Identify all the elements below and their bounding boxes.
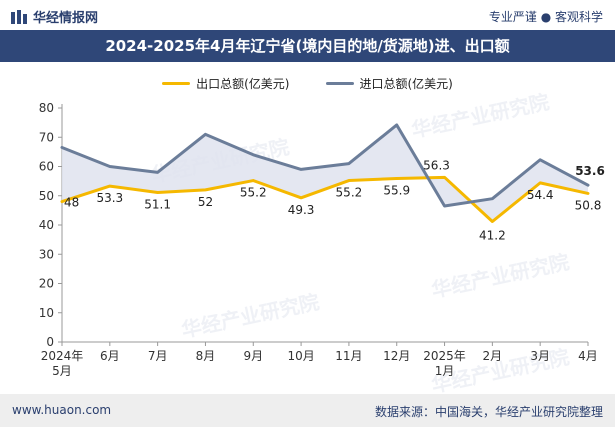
x-tick-label: 2025年 [423, 349, 466, 363]
footer-source: 数据来源：中国海关，华经产业研究院整理 [374, 405, 603, 419]
legend-swatch-export [162, 81, 191, 85]
export-data-label: 55.2 [240, 186, 267, 200]
title-bar: 2024-2025年4月年辽宁省(境内目的地/货源地)进、出口额 [0, 30, 615, 62]
import-series-line [60, 123, 590, 208]
y-tick-label: 0 [46, 335, 54, 349]
x-tick-label: 1月 [435, 364, 455, 378]
legend-swatch-import [325, 81, 354, 85]
x-tick-label: 10月 [287, 349, 314, 363]
import-data-label: 53.6 [575, 164, 605, 178]
x-tick-label: 8月 [196, 349, 216, 363]
export-data-label: 55.2 [336, 186, 363, 200]
y-tick-label: 30 [39, 247, 54, 261]
x-tick-label: 4月 [578, 349, 598, 363]
top-bar: 华经情报网 专业严谨 ● 客观科学 [0, 0, 615, 30]
chart-legend: 出口总额(亿美元) 进口总额(亿美元) [0, 74, 615, 92]
y-tick-label: 70 [39, 130, 54, 144]
slogan: 专业严谨 ● 客观科学 [488, 10, 603, 24]
x-tick-label: 6月 [100, 349, 120, 363]
export-series-line [60, 175, 590, 223]
x-tick-label: 2月 [483, 349, 503, 363]
legend-item-export: 出口总额(亿美元) [162, 75, 290, 92]
x-tick-label: 12月 [383, 349, 410, 363]
footer: www.huaon.com 数据来源：中国海关，华经产业研究院整理 [0, 394, 615, 427]
y-tick-label: 80 [39, 101, 54, 115]
export-data-label: 53.3 [96, 191, 123, 205]
y-tick-label: 60 [39, 160, 54, 174]
y-tick-label: 20 [39, 277, 54, 291]
x-tick-label: 2024年 [41, 349, 84, 363]
y-tick-label: 50 [39, 189, 54, 203]
footer-website: www.huaon.com [12, 403, 112, 417]
export-data-label: 41.2 [479, 228, 506, 242]
x-tick-label: 11月 [335, 349, 362, 363]
x-tick-label: 5月 [52, 364, 72, 378]
legend-label-import: 进口总额(亿美元) [359, 76, 453, 91]
export-data-label: 52 [198, 195, 213, 209]
brand-logo: 华经情报网 [10, 7, 98, 26]
export-data-label: 55.9 [383, 183, 410, 197]
export-data-label: 56.3 [423, 158, 450, 172]
x-tick-label: 7月 [148, 349, 168, 363]
legend-label-export: 出口总额(亿美元) [196, 76, 290, 91]
brand-name: 华经情报网 [33, 11, 99, 26]
legend-item-import: 进口总额(亿美元) [325, 75, 453, 92]
series-gap-area [62, 124, 588, 222]
x-tick-label: 3月 [530, 349, 550, 363]
export-data-label: 48 [64, 196, 79, 210]
export-data-label: 50.8 [575, 198, 602, 212]
chart-title: 2024-2025年4月年辽宁省(境内目的地/货源地)进、出口额 [105, 37, 510, 55]
export-data-label: 51.1 [144, 198, 171, 212]
bar-logo-icon [11, 9, 27, 24]
export-data-label: 54.4 [527, 188, 554, 202]
y-tick-label: 40 [39, 218, 54, 232]
export-data-label: 49.3 [288, 203, 315, 217]
x-tick-label: 9月 [243, 349, 263, 363]
y-tick-label: 10 [39, 306, 54, 320]
